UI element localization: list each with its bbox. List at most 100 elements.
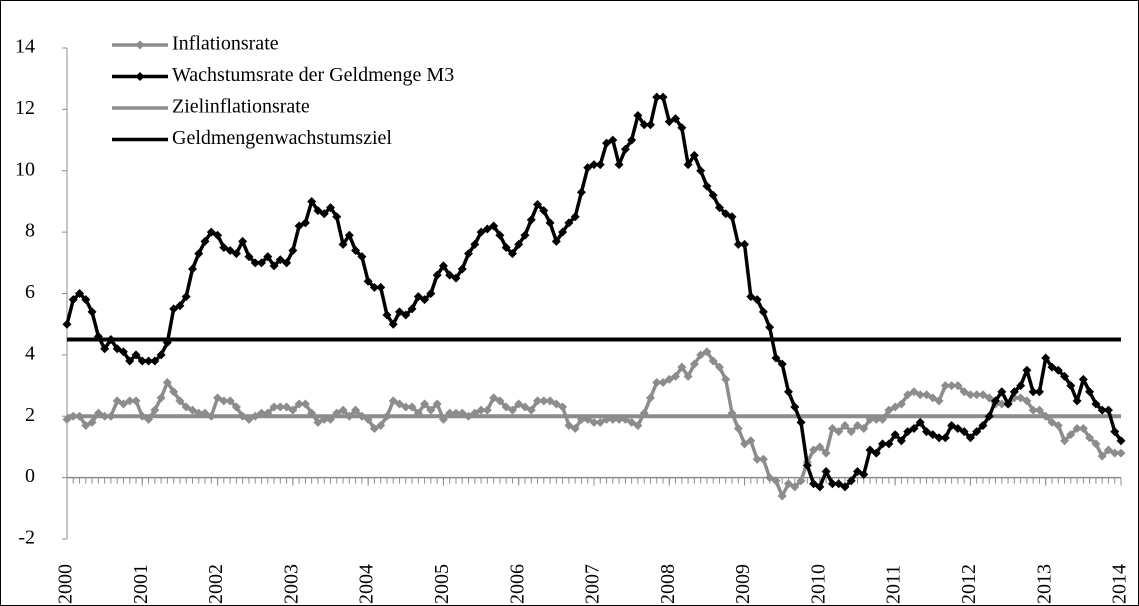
data-point <box>256 258 266 268</box>
data-point <box>413 292 423 302</box>
data-point <box>576 187 586 197</box>
data-point <box>495 230 505 240</box>
legend-label: Geldmengenwachstumsziel <box>172 127 392 149</box>
data-point <box>909 387 919 397</box>
data-point <box>558 402 568 412</box>
data-point <box>903 390 913 400</box>
data-point <box>689 359 699 369</box>
data-point <box>821 466 831 476</box>
data-point <box>783 479 793 489</box>
legend-label: Zielinflationsrate <box>172 96 310 118</box>
data-point <box>181 402 191 412</box>
data-point <box>583 163 593 173</box>
data-point <box>865 414 875 424</box>
data-point <box>131 396 141 406</box>
data-point <box>369 424 379 434</box>
y-tick-label: 6 <box>25 281 35 303</box>
data-point <box>62 319 72 329</box>
data-point <box>645 120 655 130</box>
data-point <box>997 387 1007 397</box>
data-point <box>758 454 768 464</box>
data-point <box>514 239 524 249</box>
data-point <box>633 420 643 430</box>
data-point <box>777 491 787 501</box>
data-point <box>652 92 662 102</box>
data-point <box>551 399 561 409</box>
data-point <box>978 420 988 430</box>
data-point <box>533 200 543 210</box>
data-point <box>551 236 561 246</box>
data-point <box>81 295 91 305</box>
data-point <box>476 227 486 237</box>
data-point <box>426 405 436 415</box>
data-point <box>357 252 367 262</box>
data-point <box>351 405 361 415</box>
data-point <box>162 338 172 348</box>
data-point <box>194 249 204 259</box>
legend-label: Inflationsrate <box>172 33 279 55</box>
x-tick-label: 2010 <box>807 564 829 604</box>
data-point <box>1053 365 1063 375</box>
data-point <box>620 144 630 154</box>
data-point <box>846 476 856 486</box>
data-point <box>1041 411 1051 421</box>
x-tick-label: 2014 <box>1109 564 1131 604</box>
data-point <box>420 399 430 409</box>
data-point <box>250 411 260 421</box>
data-point <box>238 236 248 246</box>
data-point <box>746 292 756 302</box>
data-point <box>326 414 335 424</box>
data-point <box>169 387 179 397</box>
data-point <box>338 405 348 415</box>
data-point <box>934 433 944 443</box>
data-point <box>275 255 285 265</box>
data-point <box>131 350 141 360</box>
data-point <box>307 408 317 418</box>
data-point <box>978 390 988 400</box>
data-point <box>564 218 574 228</box>
data-point <box>570 212 580 222</box>
data-point <box>840 482 850 492</box>
data-point <box>395 399 405 409</box>
data-point <box>545 396 555 406</box>
data-point <box>476 405 486 415</box>
data-point <box>815 442 825 452</box>
data-point <box>219 242 229 252</box>
data-point <box>225 246 235 256</box>
data-point <box>558 227 568 237</box>
data-point <box>903 427 913 437</box>
data-point <box>790 402 800 412</box>
data-point <box>802 460 812 470</box>
data-point <box>853 420 862 430</box>
data-point <box>75 289 85 298</box>
data-point <box>715 203 725 213</box>
data-point <box>614 160 624 170</box>
data-point <box>589 417 599 427</box>
data-point <box>909 424 919 434</box>
data-point <box>501 242 511 252</box>
data-point <box>1034 387 1044 397</box>
data-point <box>213 230 223 240</box>
data-point <box>225 396 235 406</box>
data-point <box>871 448 881 458</box>
data-point <box>194 408 204 418</box>
data-point <box>206 227 216 237</box>
data-point <box>106 411 116 421</box>
data-point <box>470 408 480 418</box>
data-point <box>470 239 480 249</box>
data-point <box>1060 436 1070 446</box>
data-point <box>1085 387 1095 397</box>
data-point <box>896 436 906 446</box>
data-point <box>953 424 963 434</box>
data-point <box>727 212 737 222</box>
data-point <box>733 424 743 434</box>
data-point <box>740 439 750 449</box>
data-point <box>1016 393 1026 403</box>
data-point <box>878 414 888 424</box>
data-point <box>445 408 455 418</box>
y-tick-label: -2 <box>18 527 35 549</box>
data-point <box>947 420 957 430</box>
data-point <box>815 482 825 492</box>
data-point <box>438 261 448 271</box>
data-point <box>953 381 963 391</box>
